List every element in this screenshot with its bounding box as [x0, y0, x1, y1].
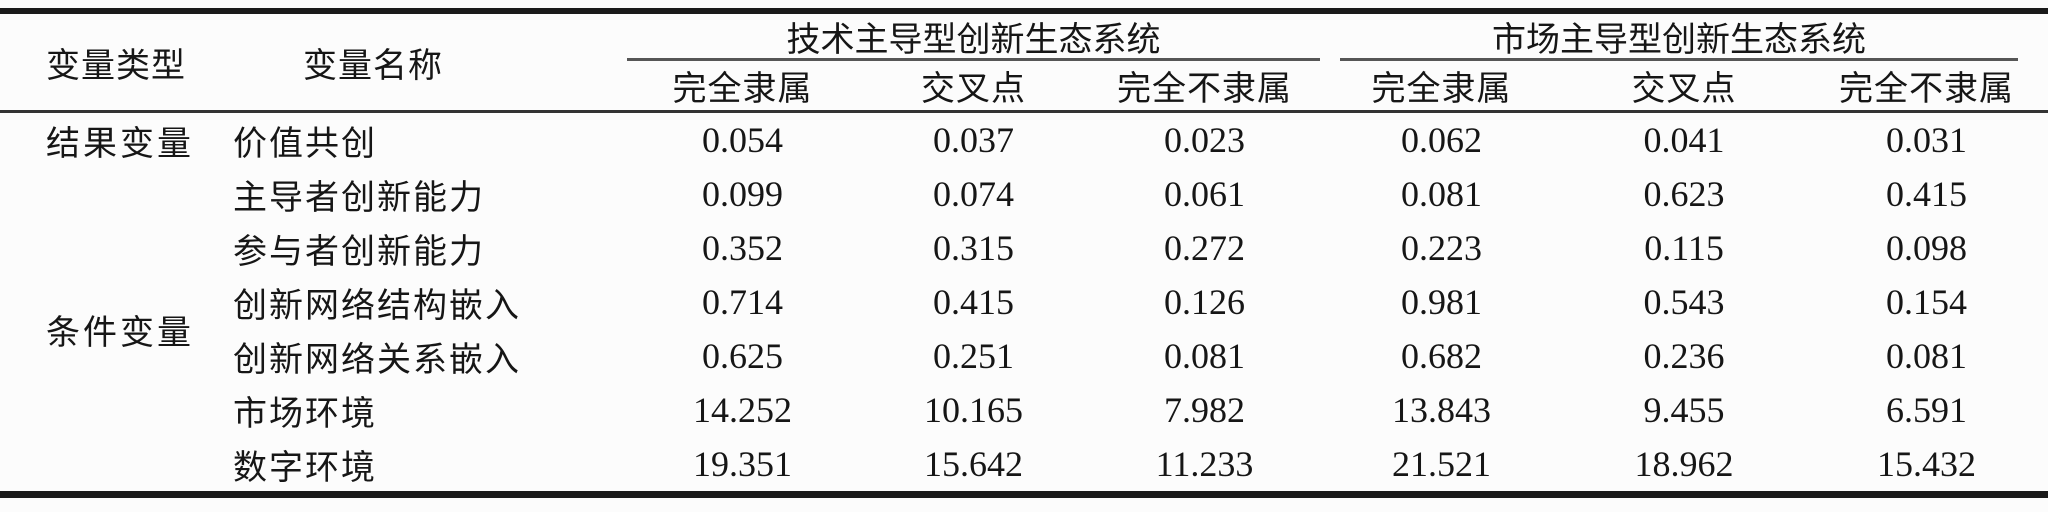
cell-value: 7.982 [1164, 390, 1246, 430]
table-row: 结果变量 价值共创 0.054 0.037 0.023 0.062 0.041 … [0, 112, 2048, 168]
cell-value: 0.625 [702, 336, 783, 376]
cell-value: 15.432 [1877, 444, 1977, 484]
cell-value: 0.041 [1643, 120, 1725, 160]
cell-value: 0.272 [1164, 228, 1246, 268]
table-body: 结果变量 价值共创 0.054 0.037 0.023 0.062 0.041 … [0, 112, 2048, 495]
cell-value: 0.054 [702, 120, 783, 160]
table-row: 条件变量 主导者创新能力 0.099 0.074 0.061 0.081 0.6… [0, 167, 2048, 352]
cell-value: 0.062 [1401, 120, 1483, 160]
table-row: 参与者创新能力 0.352 0.315 0.272 0.223 0.115 0.… [0, 221, 2048, 275]
group-header-row: 变量类型 变量名称 技术主导型创新生态系统 市场主导型创新生态系统 [0, 11, 2048, 113]
cell-value: 0.081 [1886, 336, 1968, 376]
subheader-market-crossover: 交叉点 [1563, 61, 1806, 113]
cell-value: 0.415 [1886, 174, 1968, 214]
cell-variable-name: 参与者创新能力 [233, 233, 485, 271]
table-row: 数字环境 19.351 15.642 11.233 21.521 18.962 … [0, 437, 2048, 495]
cell-value: 0.714 [702, 282, 783, 322]
cell-value: 0.081 [1401, 174, 1483, 214]
cell-value: 0.223 [1401, 228, 1483, 268]
header-group-market: 市场主导型创新生态系统 [1320, 11, 2048, 61]
subheader-market-full-out: 完全不隶属 [1805, 61, 2048, 113]
cell-variable-name: 市场环境 [233, 395, 377, 433]
header-variable-name: 变量名称 [215, 11, 627, 113]
cell-value: 6.591 [1886, 390, 1968, 430]
cell-value: 19.351 [693, 444, 792, 484]
cell-value: 0.623 [1643, 174, 1725, 214]
cell-value: 14.252 [693, 390, 792, 430]
cell-value: 0.981 [1401, 282, 1483, 322]
cell-value: 10.165 [924, 390, 1023, 430]
header-group-market-label: 市场主导型创新生态系统 [1340, 14, 2019, 61]
cell-value: 13.843 [1392, 390, 1492, 430]
table-row: 市场环境 14.252 10.165 7.982 13.843 9.455 6.… [0, 383, 2048, 437]
cell-value: 0.126 [1164, 282, 1246, 322]
cell-variable-name: 创新网络关系嵌入 [233, 341, 521, 379]
cell-value: 0.081 [1164, 336, 1246, 376]
subheader-market-full-in: 完全隶属 [1320, 61, 1564, 113]
cell-value: 0.023 [1164, 120, 1246, 160]
cell-value: 0.315 [933, 228, 1014, 268]
cell-variable-name: 数字环境 [233, 449, 377, 487]
cell-value: 0.236 [1643, 336, 1725, 376]
cell-value: 0.115 [1644, 228, 1724, 268]
table-row: 创新网络结构嵌入 0.714 0.415 0.126 0.981 0.543 0… [0, 275, 2048, 329]
cell-value: 0.031 [1886, 120, 1968, 160]
cell-row-group-condition: 条件变量 [46, 314, 194, 352]
header-variable-type: 变量类型 [0, 11, 215, 113]
subheader-tech-full-in: 完全隶属 [627, 61, 858, 113]
table-row: 创新网络关系嵌入 0.625 0.251 0.081 0.682 0.236 0… [0, 329, 2048, 383]
cell-value: 0.154 [1886, 282, 1968, 322]
cell-value: 0.074 [933, 174, 1014, 214]
cell-variable-name: 主导者创新能力 [233, 179, 485, 217]
calibration-table: 变量类型 变量名称 技术主导型创新生态系统 市场主导型创新生态系统 完全隶属 交… [0, 8, 2048, 498]
cell-variable-name: 价值共创 [233, 125, 377, 163]
subheader-row: 完全隶属 交叉点 完全不隶属 完全隶属 交叉点 完全不隶属 [0, 61, 2048, 113]
subheader-tech-full-out: 完全不隶属 [1089, 61, 1321, 113]
cell-value: 0.415 [933, 282, 1014, 322]
cell-value: 0.682 [1401, 336, 1483, 376]
cell-value: 0.543 [1643, 282, 1725, 322]
cell-value: 9.455 [1643, 390, 1725, 430]
cell-value: 0.251 [933, 336, 1014, 376]
cell-value: 0.099 [702, 174, 783, 214]
cell-value: 21.521 [1392, 444, 1492, 484]
cell-row-group-outcome: 结果变量 [46, 125, 194, 163]
cell-value: 18.962 [1634, 444, 1734, 484]
header-group-tech-label: 技术主导型创新生态系统 [627, 14, 1321, 61]
cell-value: 0.098 [1886, 228, 1968, 268]
cell-value: 11.233 [1155, 444, 1254, 484]
cell-value: 0.037 [933, 120, 1014, 160]
header-group-tech: 技术主导型创新生态系统 [627, 11, 1321, 61]
cell-value: 15.642 [924, 444, 1023, 484]
table-header: 变量类型 变量名称 技术主导型创新生态系统 市场主导型创新生态系统 完全隶属 交… [0, 11, 2048, 113]
cell-variable-name: 创新网络结构嵌入 [233, 287, 521, 325]
cell-value: 0.061 [1164, 174, 1246, 214]
subheader-tech-crossover: 交叉点 [858, 61, 1089, 113]
cell-value: 0.352 [702, 228, 783, 268]
